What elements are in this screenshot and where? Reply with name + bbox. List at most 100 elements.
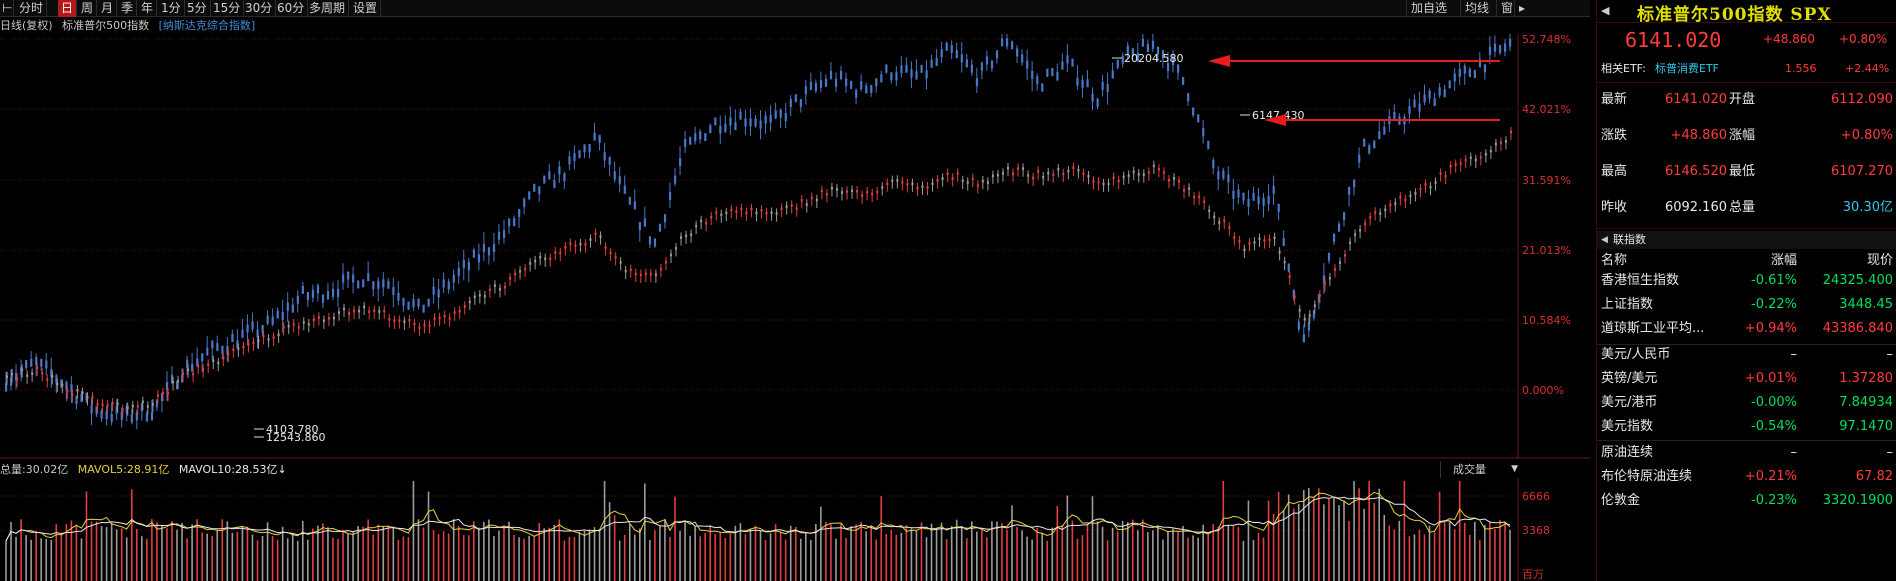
ndx-candle-body [1202, 128, 1205, 137]
related-row[interactable]: 伦敦金 -0.23% 3320.1900 [1597, 491, 1896, 511]
spx-candle-body [11, 372, 14, 376]
ndx-candle-body [744, 118, 747, 127]
field-value: 6141.020 [1664, 92, 1727, 107]
indicator-select[interactable]: 成交量 ▼ [1440, 461, 1522, 478]
ndx-candle-body [523, 198, 526, 207]
related-row[interactable]: 原油连续 – – [1597, 443, 1896, 463]
spx-candle-body [76, 389, 79, 392]
period-tab[interactable]: 5分 [184, 0, 211, 17]
ndx-candle-body [377, 280, 380, 289]
period-tab[interactable]: 分时 [16, 0, 48, 17]
related-row[interactable]: 美元/人民币 – – [1597, 345, 1896, 365]
ndx-candle-body [1322, 275, 1326, 284]
toolbar-right-button[interactable]: 窗 [1496, 0, 1517, 17]
ndx-candle-body [95, 406, 98, 415]
ndx-candle-body [266, 315, 269, 324]
period-tab[interactable]: 60分 [274, 0, 309, 17]
ndx-candle-body [352, 274, 355, 283]
related-row[interactable]: 布伦特原油连续 +0.21% 67.82 [1597, 467, 1896, 487]
col-change-header[interactable]: 涨幅 [1770, 253, 1797, 268]
col-name-header[interactable]: 名称 [1601, 253, 1628, 268]
spx-candle-body [1399, 196, 1402, 199]
toolbar-right-button[interactable]: 均线 [1460, 0, 1493, 17]
spx-candle-body [1087, 174, 1090, 178]
period-tab[interactable]: 1分 [158, 0, 185, 17]
chevron-right-icon[interactable]: ▸ [1514, 0, 1529, 17]
ndx-candle-body [362, 279, 365, 288]
quote-title: ◀ 标准普尔500指数 SPX [1597, 0, 1896, 25]
period-tab[interactable]: 多周期 [306, 0, 350, 17]
spx-candle-body [1127, 174, 1130, 177]
spx-candle-body [1464, 158, 1467, 162]
ndx-candle-body [568, 156, 571, 165]
toolbar-arrow-icon[interactable]: ⊢ [2, 0, 14, 17]
period-tab[interactable]: 日 [58, 0, 78, 17]
period-tab[interactable]: 设置 [350, 0, 382, 17]
toolbar-right-button[interactable]: 加自选 [1406, 0, 1451, 17]
spx-candle-body [121, 408, 124, 412]
ndx-candle-body [694, 133, 697, 142]
ndx-candle-body [1182, 76, 1185, 85]
spx-candle-body [363, 305, 366, 309]
period-tab[interactable]: 年 [138, 0, 158, 17]
period-tab[interactable]: 月 [98, 0, 118, 17]
ndx-candle-body [176, 381, 179, 390]
spx-candle-body [886, 182, 889, 185]
ndx-candle-body [985, 56, 989, 65]
period-tab[interactable]: 30分 [242, 0, 277, 17]
related-header[interactable]: ◀ 联指数 [1597, 231, 1896, 249]
ndx-candle-body [1016, 48, 1019, 57]
related-row[interactable]: 香港恒生指数 -0.61% 24325.400 [1597, 271, 1896, 291]
quote-panel: ◀ 标准普尔500指数 SPX 6141.020 +48.860 +0.80% … [1596, 0, 1896, 581]
ndx-candle-body [1433, 98, 1436, 107]
ndx-candle-body [603, 152, 606, 161]
spx-candle-body [317, 316, 320, 319]
ndx-candle-body [910, 69, 913, 78]
field-label: 总量 [1729, 200, 1756, 215]
spx-candle-body [227, 352, 230, 356]
spx-candle-body [222, 356, 225, 360]
ndx-candle-body [769, 114, 772, 123]
spx-candle-body [921, 185, 924, 188]
col-price-header[interactable]: 现价 [1866, 253, 1893, 268]
related-row[interactable]: 道琼斯工业平均... +0.94% 43386.840 [1597, 319, 1896, 339]
high-spx-label: 6147.430 [1252, 109, 1305, 122]
ndx-candle-body [1146, 44, 1150, 53]
related-columns: 名称 涨幅 现价 [1597, 251, 1896, 271]
period-tab[interactable]: 季 [118, 0, 138, 17]
volume-chart[interactable]: 6666 3368 百万 [0, 478, 1590, 581]
spx-candle-body [1389, 203, 1392, 207]
back-arrow-icon[interactable]: ◀ [1601, 4, 1610, 17]
etf-name[interactable]: 标普消费ETF [1655, 62, 1719, 75]
spx-candle-body [509, 277, 512, 280]
period-tab[interactable]: 周 [78, 0, 98, 17]
spx-candle-body [1238, 239, 1241, 243]
ndx-candle-body [246, 324, 249, 333]
related-row[interactable]: 美元指数 -0.54% 97.1470 [1597, 417, 1896, 437]
ndx-candle-body [241, 329, 244, 338]
ndx-candle-body [1051, 67, 1054, 76]
related-row[interactable]: 英镑/美元 +0.01% 1.37280 [1597, 369, 1896, 389]
compare-index-label[interactable]: [纳斯达克综合指数] [158, 19, 256, 32]
spx-candle-body [991, 174, 994, 178]
etf-row[interactable]: 相关ETF: 标普消费ETF 1.556 +2.44% [1597, 59, 1896, 79]
spx-candle-body [21, 368, 24, 371]
spx-candle-body [478, 294, 481, 297]
spx-candle-body [116, 402, 119, 406]
spx-candle-body [840, 191, 843, 194]
ndx-candle-body [432, 286, 435, 295]
price-chart[interactable]: 52.748% 42.021% 31.591% 21.013% 10.584% 0.000… [0, 34, 1590, 459]
period-tab[interactable]: 15分 [210, 0, 245, 17]
related-row[interactable]: 上证指数 -0.22% 3448.45 [1597, 295, 1896, 315]
spx-candle-body [343, 307, 346, 311]
ndx-candle-body [392, 287, 395, 296]
ndx-candle-body [1353, 179, 1356, 188]
adjust-mode-label[interactable]: 日线(复权) [0, 19, 53, 32]
spx-candle-body [428, 324, 431, 328]
ndx-candle-body [689, 136, 692, 145]
related-change: -0.23% [1751, 493, 1797, 508]
spx-candle-body [1504, 140, 1507, 143]
ndx-candle-body [196, 358, 199, 367]
related-row[interactable]: 美元/港币 -0.00% 7.84934 [1597, 393, 1896, 413]
last-price: 6141.020 [1625, 28, 1722, 52]
